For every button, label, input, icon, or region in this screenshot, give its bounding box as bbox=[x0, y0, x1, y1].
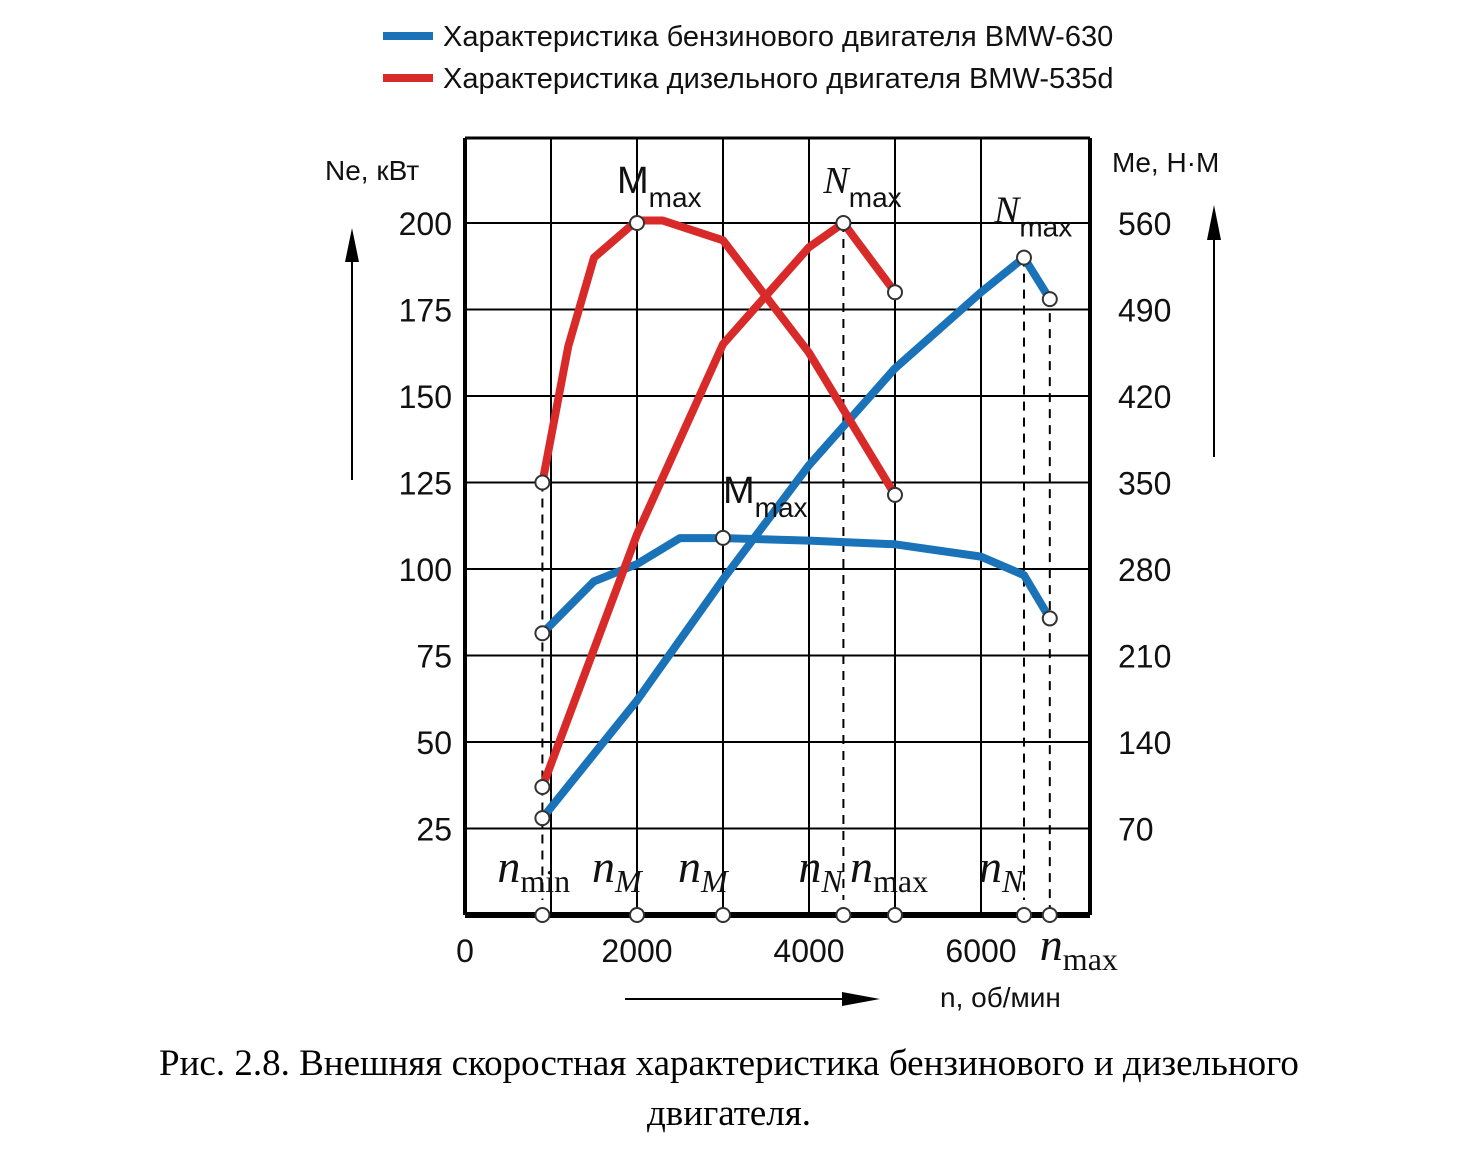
data-point-marker bbox=[534, 810, 551, 827]
axis-marker bbox=[887, 907, 903, 923]
axis-labels: Ne, кВт Me, Н·М n, об/мин bbox=[325, 147, 1221, 1013]
x-tick: 4000 bbox=[773, 933, 844, 969]
data-point-marker bbox=[887, 284, 903, 301]
peak-marker bbox=[1016, 249, 1032, 266]
x-marker-label: nmax bbox=[1040, 919, 1118, 977]
y-left-arrowhead bbox=[345, 228, 359, 262]
figure-caption-line2: двигателя. bbox=[646, 1093, 812, 1134]
peak-label: Mmax bbox=[617, 160, 702, 213]
y-tick-left: 100 bbox=[399, 552, 452, 588]
y-tick-left: 125 bbox=[399, 466, 452, 502]
x-marker-label: nN bbox=[979, 841, 1025, 899]
data-point-marker bbox=[1041, 610, 1058, 627]
axis-marker bbox=[835, 907, 852, 923]
data-point-marker bbox=[534, 474, 551, 491]
y-tick-left: 200 bbox=[399, 206, 452, 242]
y-tick-right: 490 bbox=[1118, 293, 1171, 329]
y-tick-right: 210 bbox=[1118, 639, 1171, 675]
diesel-power-line bbox=[538, 219, 899, 791]
y-tick-left: 50 bbox=[416, 725, 452, 761]
y-tick-right: 280 bbox=[1118, 552, 1171, 588]
peak-label: Nmax bbox=[822, 160, 901, 213]
legend-label: Характеристика бензинового двигателя BMW… bbox=[443, 21, 1113, 53]
data-point-marker bbox=[534, 625, 551, 642]
peak-marker bbox=[629, 215, 645, 231]
x-tick: 0 bbox=[456, 933, 474, 969]
x-marker-label: nmax bbox=[850, 841, 928, 899]
y-tick-left: 150 bbox=[399, 379, 452, 415]
series-layer bbox=[534, 215, 1058, 827]
data-point-marker bbox=[534, 778, 551, 795]
y-tick-left: 75 bbox=[416, 639, 452, 675]
data-point-marker bbox=[1041, 291, 1058, 308]
diesel-torque-line bbox=[538, 216, 899, 499]
axis-marker bbox=[1041, 907, 1058, 923]
y-axis-label-right: Me, Н·М bbox=[1112, 147, 1219, 178]
x-marker-label: nM bbox=[592, 841, 644, 899]
plot-frame bbox=[463, 136, 1092, 923]
figure-caption: Рис. 2.8. Внешняя скоростная характерист… bbox=[159, 1043, 1299, 1084]
petrol-torque-line bbox=[538, 534, 1054, 638]
y-tick-left: 175 bbox=[399, 293, 452, 329]
y-tick-right: 420 bbox=[1118, 379, 1171, 415]
tick-labels: 25 50 75 100 125 150 175 200 70 140 210 280 350 420 49… bbox=[399, 206, 1172, 969]
peak-marker bbox=[715, 529, 731, 546]
peak-label: Nmax bbox=[993, 190, 1072, 243]
y-right-arrowhead bbox=[1207, 205, 1221, 240]
axis-marker bbox=[629, 907, 645, 923]
x-marker-label: nM bbox=[678, 841, 730, 899]
peak-marker bbox=[835, 215, 852, 231]
axis-marker bbox=[715, 907, 731, 923]
x-marker-label: nN bbox=[798, 841, 844, 899]
axis-marker bbox=[534, 907, 551, 923]
x-arrowhead bbox=[842, 992, 880, 1006]
y-tick-left: 25 bbox=[416, 812, 452, 848]
legend: Характеристика бензинового двигателя BMW… bbox=[383, 21, 1113, 95]
y-tick-right: 70 bbox=[1118, 812, 1154, 848]
x-tick: 2000 bbox=[601, 933, 672, 969]
x-tick: 6000 bbox=[945, 933, 1016, 969]
y-tick-right: 560 bbox=[1118, 206, 1171, 242]
y-tick-right: 350 bbox=[1118, 466, 1171, 502]
axis-marker bbox=[1016, 907, 1032, 923]
x-marker-label: nmin bbox=[497, 841, 570, 899]
peak-label: Mmax bbox=[723, 470, 808, 523]
y-axis-label-left: Ne, кВт bbox=[325, 155, 419, 186]
data-point-marker bbox=[887, 486, 903, 503]
x-axis-label: n, об/мин bbox=[940, 982, 1061, 1013]
engine-speed-chart: Характеристика бензинового двигателя BMW… bbox=[325, 21, 1221, 1013]
legend-label: Характеристика дизельного двигателя BMW-… bbox=[443, 63, 1113, 95]
y-tick-right: 140 bbox=[1118, 725, 1171, 761]
